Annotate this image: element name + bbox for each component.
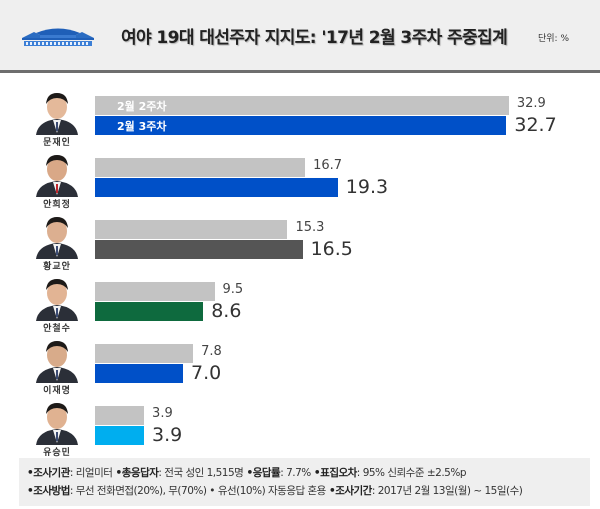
candidate-name: 안희정: [43, 200, 71, 210]
survey-info-item: •조사기관: 리얼미터: [27, 467, 113, 479]
bar-prev-week: [95, 344, 194, 363]
bar-curr-week: [95, 178, 338, 197]
survey-info-key: 조사기간: [335, 485, 372, 497]
candidate-row: 안철수 9.5 8.6: [0, 275, 600, 337]
survey-info: •조사기관: 리얼미터 •총응답자: 전국 성인 1,515명 •응답률: 7.…: [19, 458, 590, 506]
value-curr-week: 32.7: [514, 114, 557, 136]
candidate-photo-icon: [34, 151, 80, 197]
value-prev-week: 32.9: [516, 96, 546, 111]
survey-info-line-1: •조사기관: 리얼미터 •총응답자: 전국 성인 1,515명 •응답률: 7.…: [27, 464, 590, 482]
survey-info-item: •응답률: 7.7%: [243, 467, 311, 479]
legend-prev-week: 2월 2주차: [117, 100, 167, 113]
value-curr-week: 19.3: [345, 176, 389, 198]
candidate-row: 이재명 7.8 7.0: [0, 337, 600, 399]
value-prev-week: 3.9: [152, 406, 173, 421]
blue-house-icon: [22, 28, 94, 46]
candidate-name: 황교안: [43, 262, 71, 272]
value-curr-week: 16.5: [310, 238, 353, 260]
survey-info-key: 조사방법: [33, 485, 70, 497]
survey-info-value: 전국 성인 1,515명: [164, 467, 244, 479]
chart-title: 여야 19대 대선주자 지지도: '17년 2월 3주차 주중집계: [121, 28, 508, 48]
bullet-icon: •: [310, 467, 321, 479]
candidate-row: 유승민 3.9 3.9: [0, 399, 600, 461]
bullet-icon: •: [27, 485, 34, 497]
bar-prev-week: 2월 2주차: [95, 96, 509, 115]
candidate-name: 유승민: [43, 448, 71, 458]
candidate-name: 이재명: [43, 386, 71, 396]
value-prev-week: 16.7: [313, 158, 343, 173]
bullet-icon: •: [243, 467, 253, 479]
bar-prev-week: [95, 406, 145, 425]
value-curr-week: 8.6: [211, 300, 242, 322]
survey-info-item: •조사방법: 무선 전화면접(20%), 무(70%) • 유선(10%) 자동…: [27, 485, 326, 497]
value-prev-week: 9.5: [222, 282, 244, 297]
bar-prev-week: [95, 158, 306, 177]
candidate-row: 안희정 16.7 19.3: [0, 151, 600, 213]
candidate-photo-icon: [34, 337, 80, 383]
chart-header: 여야 19대 대선주자 지지도: '17년 2월 3주차 주중집계 단위: %: [0, 0, 600, 70]
bar-curr-week: [95, 240, 303, 259]
bar-curr-week: 2월 3주차: [95, 116, 507, 135]
value-prev-week: 15.3: [295, 220, 325, 235]
survey-info-key: 응답률: [252, 467, 281, 479]
candidate-photo-icon: [34, 213, 80, 259]
survey-info-value: 2017년 2월 13일(월) ~ 15일(수): [377, 485, 523, 497]
survey-info-value: 무선 전화면접(20%), 무(70%) • 유선(10%) 자동응답 혼용: [75, 485, 327, 497]
bar-prev-week: [95, 220, 288, 239]
bullet-icon: •: [325, 485, 336, 497]
bar-curr-week: [95, 426, 145, 445]
value-curr-week: 3.9: [152, 424, 183, 446]
unit-label: 단위: %: [538, 34, 570, 44]
bullet-icon: •: [112, 467, 123, 479]
candidate-name: 안철수: [43, 324, 71, 334]
candidate-row: 문재인 2월 2주차 2월 3주차 32.9 32.7: [0, 89, 600, 151]
survey-info-line-2: •조사방법: 무선 전화면접(20%), 무(70%) • 유선(10%) 자동…: [27, 482, 590, 500]
bar-curr-week: [95, 364, 184, 383]
survey-info-value: 7.7%: [286, 467, 311, 479]
survey-info-key: 표집오차: [320, 467, 357, 479]
bar-curr-week: [95, 302, 204, 321]
bullet-icon: •: [27, 467, 34, 479]
candidate-photo-icon: [34, 89, 80, 135]
survey-info-item: •표집오차: 95% 신뢰수준 ±2.5%p: [310, 467, 467, 479]
header-divider: [0, 70, 600, 73]
candidate-photo-icon: [34, 399, 80, 445]
candidate-photo-icon: [34, 275, 80, 321]
survey-info-item: •조사기간: 2017년 2월 13일(월) ~ 15일(수): [325, 485, 523, 497]
legend-curr-week: 2월 3주차: [117, 120, 167, 133]
candidate-name: 문재인: [43, 138, 71, 148]
value-prev-week: 7.8: [201, 344, 222, 359]
survey-info-value: 리얼미터: [75, 467, 113, 479]
candidate-row: 황교안 15.3 16.5: [0, 213, 600, 275]
bar-prev-week: [95, 282, 215, 301]
survey-info-value: 95% 신뢰수준 ±2.5%p: [362, 467, 467, 479]
survey-info-key: 총응답자: [121, 467, 159, 479]
value-curr-week: 7.0: [191, 362, 222, 384]
survey-info-item: •총응답자: 전국 성인 1,515명: [112, 467, 244, 479]
survey-info-key: 조사기관: [33, 467, 70, 479]
